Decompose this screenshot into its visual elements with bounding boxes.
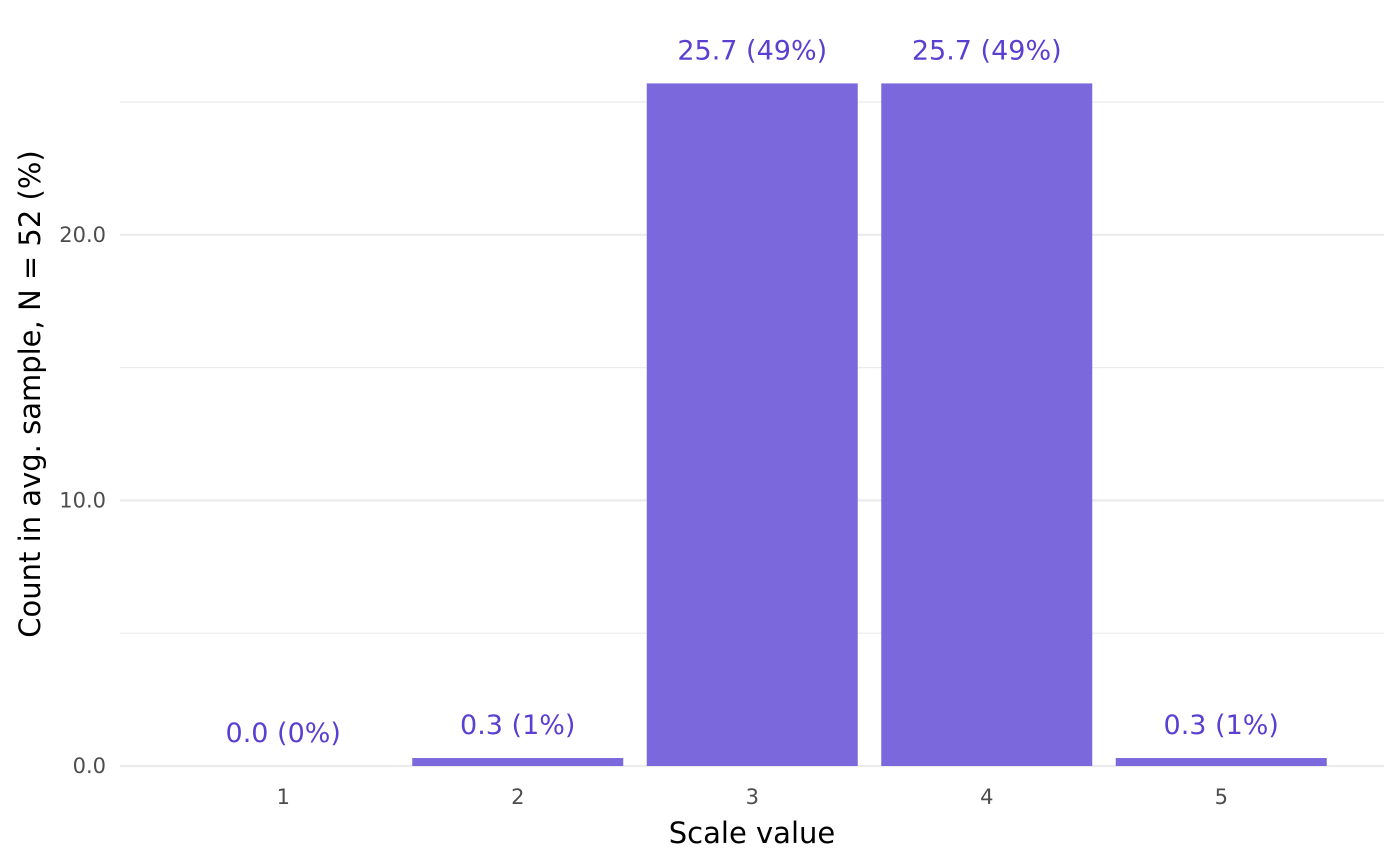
y-axis-ticks: 0.0 10.0 20.0 <box>59 223 106 778</box>
bar-value-label: 25.7 (49%) <box>912 35 1062 66</box>
bar-value-label: 0.0 (0%) <box>226 718 341 749</box>
bar <box>412 758 624 766</box>
y-tick-label: 0.0 <box>73 754 106 778</box>
x-tick-label: 1 <box>277 785 290 809</box>
bar-value-label: 25.7 (49%) <box>677 35 827 66</box>
bar <box>646 83 858 766</box>
y-tick-label: 20.0 <box>59 223 106 247</box>
x-axis-title: Scale value <box>669 816 835 850</box>
bars <box>412 83 1327 766</box>
x-tick-label: 2 <box>511 785 524 809</box>
x-tick-label: 3 <box>746 785 759 809</box>
data-labels: 0.0 (0%) 0.3 (1%) 25.7 (49%) 25.7 (49%) 0.3 … <box>226 35 1279 749</box>
bar <box>881 83 1093 766</box>
bar-value-label: 0.3 (1%) <box>1164 710 1279 741</box>
x-tick-label: 5 <box>1215 785 1228 809</box>
y-axis-title: Count in avg. sample, N = 52 (%) <box>13 150 47 637</box>
y-tick-label: 10.0 <box>59 488 106 512</box>
bar <box>1115 758 1327 766</box>
x-tick-label: 4 <box>980 785 993 809</box>
x-axis-ticks: 1 2 3 4 5 <box>277 785 1228 809</box>
bar-value-label: 0.3 (1%) <box>460 710 575 741</box>
